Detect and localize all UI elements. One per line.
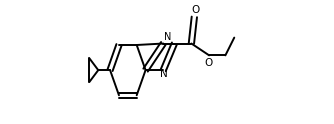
- Text: N: N: [164, 32, 171, 42]
- Text: O: O: [192, 5, 200, 15]
- Text: O: O: [204, 58, 212, 68]
- Text: N: N: [160, 69, 168, 79]
